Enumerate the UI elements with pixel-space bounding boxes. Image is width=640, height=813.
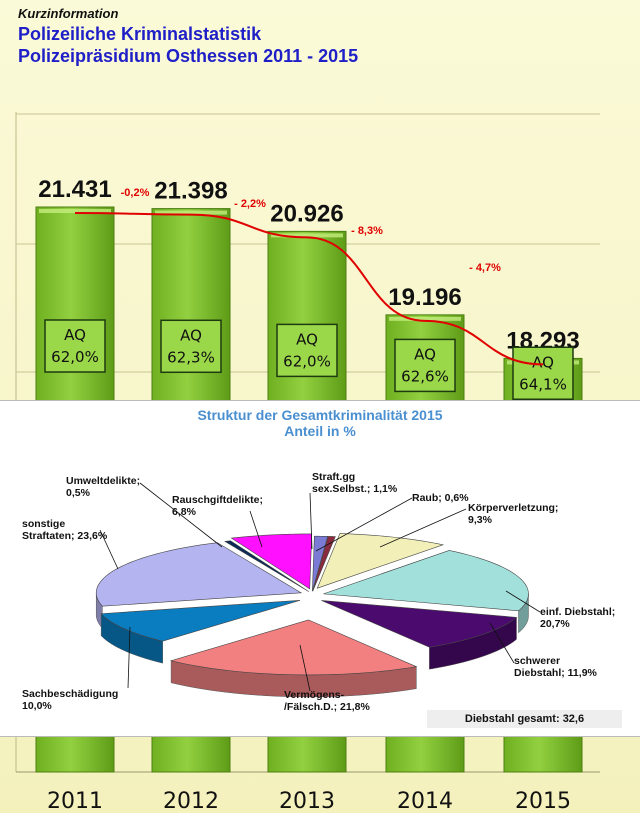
aq-box [276, 323, 338, 378]
leader-line [379, 508, 467, 548]
pie-slice [224, 540, 309, 592]
bar-highlight [155, 210, 227, 215]
bar-value-label: 21.398 [154, 178, 227, 205]
label-schwerer-diebstahl: schwerer Diebstahl; 11,9% [514, 655, 597, 679]
label-sexualdelikte: Straft.gg sex.Selbst.; 1,1% [312, 471, 398, 495]
x-tick-label: 2015 [515, 789, 571, 813]
bar-value-label: 21.431 [38, 176, 111, 203]
header: Kurzinformation Polizeiliche Kriminalsta… [18, 6, 358, 67]
leader-line [249, 510, 263, 548]
title-line-2: Polizeipräsidium Osthessen 2011 - 2015 [18, 46, 359, 66]
x-tick-label: 2014 [397, 789, 453, 813]
leader-line [127, 626, 131, 689]
pie-slice [312, 536, 336, 592]
aq-box [44, 319, 106, 373]
label-sonstige-straftaten: sonstige Straftaten; 23,6% [22, 518, 108, 542]
kicker: Kurzinformation [18, 6, 119, 21]
pie-slice [321, 600, 518, 648]
aq-label: AQ [64, 326, 86, 344]
change-label: - 4,7% [469, 262, 501, 274]
aq-label: AQ [296, 330, 318, 348]
label-sachbeschaedigung: Sachbeschädigung 10,0% [22, 688, 119, 712]
pie-slice [230, 533, 313, 590]
aq-box [512, 346, 574, 401]
pie-slice [323, 550, 529, 612]
aq-label: AQ [414, 345, 436, 363]
aq-value: 62,3% [167, 348, 215, 366]
leader-line [299, 644, 311, 692]
pie-slice [169, 619, 418, 676]
pie-slice [95, 542, 303, 607]
change-label: - 2,2% [234, 198, 266, 210]
label-umweltdelikte: Umweltdelikte; 0,5% [66, 475, 141, 499]
aq-label: AQ [532, 353, 554, 371]
pie-slice [312, 535, 329, 592]
x-tick-label: 2013 [279, 789, 335, 813]
title-line-1: Polizeiliche Kriminalstatistik [18, 24, 262, 44]
x-tick-label: 2011 [47, 789, 103, 813]
aq-label: AQ [180, 326, 202, 344]
label-raub: Raub; 0,6% [412, 492, 469, 504]
change-label: -0,2% [121, 187, 150, 199]
aq-box [394, 338, 456, 393]
aq-value: 62,0% [51, 348, 99, 366]
bar-highlight [389, 316, 461, 321]
pie-title: Struktur der Gesamtkriminalität 2015 [197, 407, 443, 423]
pie-slice [316, 533, 445, 589]
pie-subtitle: Anteil in % [284, 423, 356, 439]
x-tick-label: 2012 [163, 789, 219, 813]
pie-chart [95, 482, 541, 698]
leader-line [505, 590, 541, 613]
trend-line [74, 212, 544, 366]
aq-value: 64,1% [519, 375, 567, 393]
aq-value: 62,6% [401, 367, 449, 385]
label-rauschgiftdelikte: Rauschgiftdelikte; 6,8% [172, 494, 264, 518]
leader-line [315, 497, 413, 552]
label-koerperverletzung: Körperverletzung; 9,3% [468, 502, 559, 526]
pie-panel: Struktur der Gesamtkriminalität 2015 Ant… [0, 400, 640, 737]
leader-line [99, 529, 119, 570]
leader-line [139, 482, 223, 548]
pie-slice [100, 600, 301, 642]
bar-value-label: 20.926 [270, 200, 343, 227]
bar-highlight [271, 233, 343, 238]
change-label: - 8,3% [351, 225, 383, 237]
aq-box [160, 319, 222, 374]
leader-line [489, 622, 515, 664]
bar-highlight [39, 209, 111, 213]
label-einf-diebstahl: einf. Diebstahl; 20,7% [540, 606, 616, 630]
aq-value: 62,0% [283, 352, 331, 370]
bar-value-label: 19.196 [388, 284, 461, 311]
label-vermoegensdelikte: Vermögens- /Fälsch.D.; 21,8% [284, 689, 370, 713]
leader-line [309, 492, 313, 550]
diebstahl-total: Diebstahl gesamt: 32,6 [427, 710, 622, 728]
